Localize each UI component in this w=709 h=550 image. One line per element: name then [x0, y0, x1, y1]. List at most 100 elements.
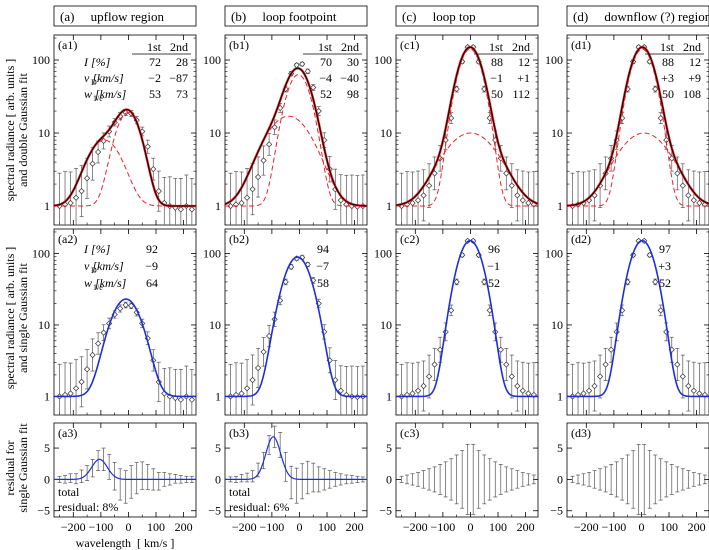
panel-c3: −200 −100 0 100 200 −5 0 5 (c3): [379, 422, 539, 534]
residual-total-label: total: [58, 485, 80, 499]
data-point: [254, 173, 262, 181]
data-point: [503, 361, 510, 368]
data-point: [431, 361, 438, 368]
y-tick-label: 100: [32, 246, 50, 260]
y-tick-label: 1: [557, 389, 563, 403]
data-point: [117, 305, 124, 312]
panel-label: (d2): [571, 232, 591, 246]
y-tick-label: 100: [545, 53, 563, 67]
plot-area: [225, 425, 367, 504]
data-point: [260, 157, 267, 164]
panel-label: (d3): [571, 426, 591, 440]
data-point: [409, 390, 416, 397]
label-width-sub: 1/e: [93, 283, 103, 292]
plot-area: [54, 298, 196, 415]
plot-frame: [224, 34, 368, 226]
data-point: [585, 387, 593, 394]
panel-label: (a3): [58, 426, 77, 440]
value-w-1st: 50: [662, 87, 674, 101]
double-fit-table-d: 1st 2nd 88 12 +3 +9 50 108: [645, 40, 704, 101]
single-fit-table-d: 97 +3 52: [658, 242, 671, 290]
x-tick-label: −200: [403, 520, 428, 534]
data-point: [78, 188, 85, 195]
residual-total-value: residual: 8%: [58, 500, 118, 514]
col-header-1st: 1st: [147, 40, 162, 54]
data-point: [425, 373, 433, 380]
data-point: [414, 197, 422, 204]
panel-b1: 1 10 100 (b1): [203, 34, 368, 226]
y-tick-label: 1: [386, 199, 392, 213]
x-tick-label: 200: [175, 520, 193, 534]
value-I-1st: 72: [149, 55, 161, 69]
x-axis-label: wavelength [ km/s ]: [76, 536, 175, 550]
data-point: [690, 387, 697, 394]
residual-total-value: residual: 6%: [229, 500, 289, 514]
column-headers: (a) upflow region (b) loop footpoint (c)…: [53, 5, 709, 27]
ylabel-row2-line2: and single Gaussian fit: [16, 263, 30, 373]
plot-frame: [395, 422, 539, 518]
x-tick-label: 200: [517, 520, 535, 534]
data-point: [596, 373, 604, 380]
panel-a2: 1 10 100 (a2): [32, 228, 197, 416]
plot-area: [54, 108, 196, 225]
data-point: [508, 182, 515, 189]
data-point: [453, 278, 460, 286]
data-point: [580, 390, 587, 397]
value-I-2nd: 12: [689, 55, 701, 69]
data-point: [150, 166, 157, 173]
y-tick-label: 5: [44, 441, 50, 455]
value-I-2nd: 28: [176, 55, 188, 69]
ylabel-row3-line1: residual for: [3, 441, 17, 496]
y-tick-label: 5: [386, 441, 392, 455]
fit-component-dashed: [225, 115, 367, 207]
single-fit: [54, 298, 196, 398]
data-point: [243, 194, 251, 201]
label-intensity: I [%]: [83, 55, 111, 69]
x-tick-label: −200: [61, 520, 86, 534]
panel-d2: 1 10 100 (d2): [545, 228, 709, 416]
y-tick-label: 10: [380, 318, 392, 332]
double-fit-total-outline: [225, 67, 367, 207]
data-point: [260, 348, 267, 355]
y-tick-label: 100: [203, 246, 221, 260]
panel-label: (b3): [229, 426, 249, 440]
data-point: [238, 199, 245, 207]
label-doppler-sub: D: [91, 266, 97, 275]
data-point: [144, 143, 151, 150]
data-point: [310, 84, 317, 91]
value-I-2nd: 12: [518, 55, 530, 69]
x-tick-label: −200: [232, 520, 257, 534]
y-tick-label: 100: [545, 246, 563, 260]
data-point: [679, 182, 686, 189]
label-width: w [km/s]: [84, 87, 127, 101]
panel-label: (c3): [400, 426, 419, 440]
value-I-1st: 88: [662, 55, 674, 69]
panel-d1: 1 10 100 (d1): [545, 34, 709, 226]
data-point: [304, 261, 311, 268]
data-point: [696, 390, 703, 397]
x-tick-label: −100: [88, 520, 113, 534]
header-b: (b) loop footpoint: [231, 9, 337, 24]
value-vD: −9: [145, 259, 158, 273]
panel-b2: 1 10 100 (b2): [203, 228, 368, 416]
data-point: [602, 361, 609, 368]
x-tick-label: −100: [601, 520, 626, 534]
col-header-1st: 1st: [660, 40, 675, 54]
col-header-2nd: 2nd: [683, 40, 701, 54]
value-vD-2nd: +1: [517, 71, 530, 85]
data-point: [122, 109, 129, 116]
y-tick-label: 1: [557, 199, 563, 213]
x-tick-label: 100: [318, 520, 336, 534]
data-point: [514, 382, 521, 390]
panel-label: (a1): [58, 38, 77, 52]
residual-fit: [225, 436, 367, 480]
plot-frame: [224, 422, 368, 518]
value-I: 92: [146, 242, 158, 256]
plot-frame: [53, 34, 197, 226]
y-tick-label: 10: [209, 126, 221, 140]
double-fit-total: [54, 108, 196, 208]
plot-frame: [395, 228, 539, 416]
value-vD-1st: −4: [319, 71, 332, 85]
data-point: [503, 170, 510, 177]
